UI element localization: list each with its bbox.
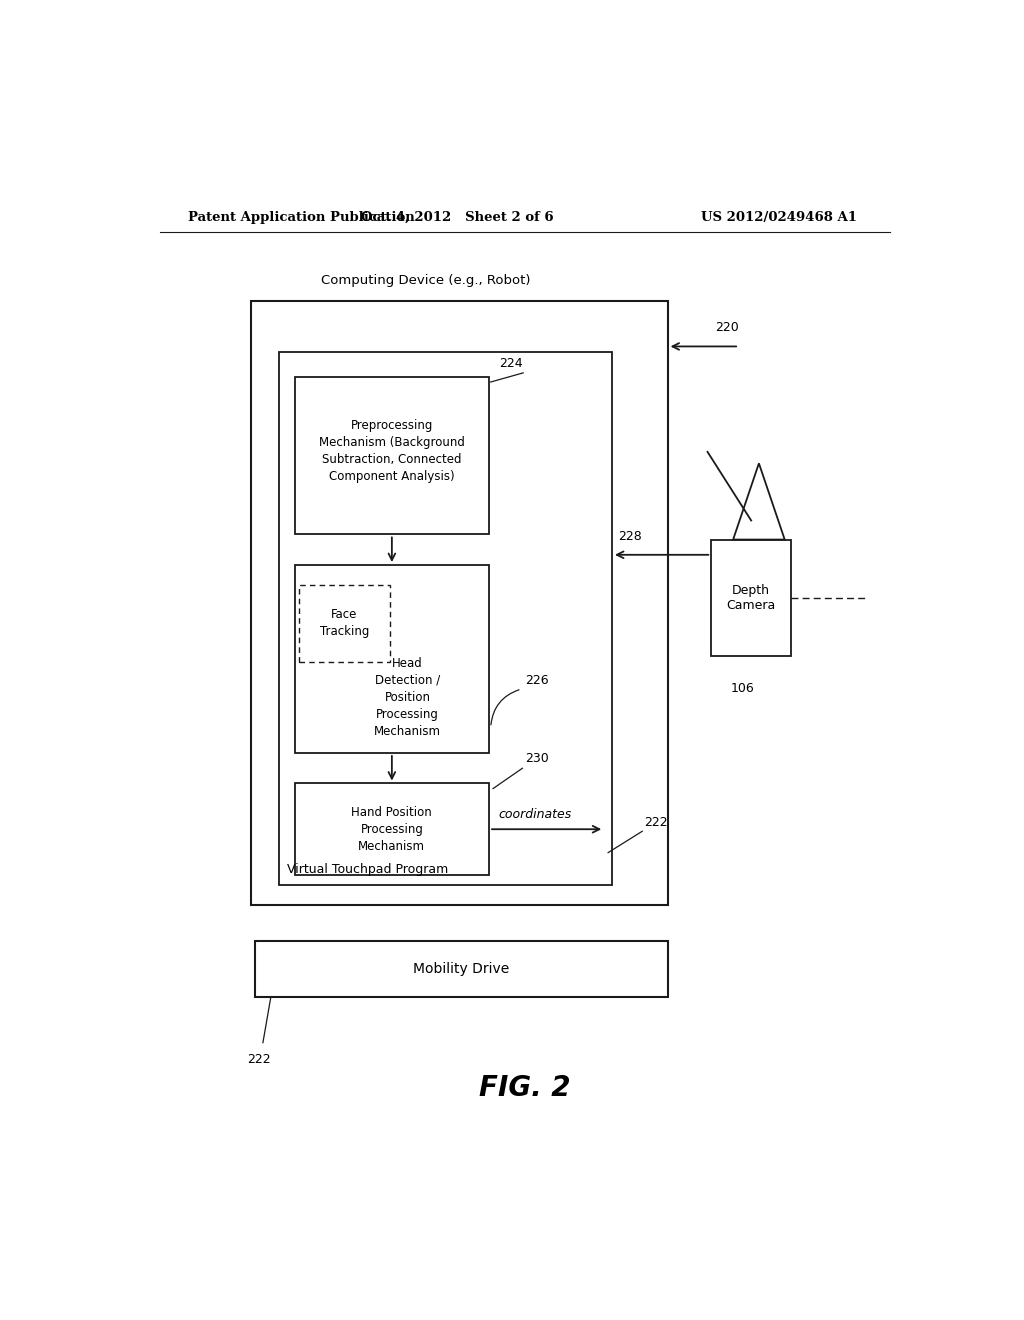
Text: 226: 226	[524, 675, 549, 686]
Text: Hand Position
Processing
Mechanism: Hand Position Processing Mechanism	[351, 805, 432, 853]
Bar	[279, 351, 612, 886]
Text: Face
Tracking: Face Tracking	[319, 609, 369, 639]
Bar	[255, 941, 668, 997]
Text: Preprocessing
Mechanism (Background
Subtraction, Connected
Component Analysis): Preprocessing Mechanism (Background Subt…	[318, 418, 465, 483]
Text: Patent Application Publication: Patent Application Publication	[187, 211, 415, 224]
Text: 222: 222	[247, 1053, 270, 1065]
Text: 224: 224	[500, 356, 523, 370]
Text: Mobility Drive: Mobility Drive	[414, 962, 509, 975]
Text: Computing Device (e.g., Robot): Computing Device (e.g., Robot)	[322, 275, 530, 288]
Text: coordinates: coordinates	[499, 808, 571, 821]
Bar	[295, 565, 489, 752]
Text: US 2012/0249468 A1: US 2012/0249468 A1	[700, 211, 857, 224]
Text: Oct. 4, 2012   Sheet 2 of 6: Oct. 4, 2012 Sheet 2 of 6	[361, 211, 554, 224]
Text: 220: 220	[715, 321, 739, 334]
Text: FIG. 2: FIG. 2	[479, 1074, 570, 1102]
Text: 222: 222	[644, 816, 668, 829]
Bar	[295, 784, 489, 875]
Text: 230: 230	[524, 752, 549, 766]
Bar	[251, 301, 668, 906]
Bar	[299, 585, 390, 661]
Text: 106: 106	[731, 682, 755, 694]
Text: Virtual Touchpad Program: Virtual Touchpad Program	[287, 863, 447, 876]
Text: Head
Detection /
Position
Processing
Mechanism: Head Detection / Position Processing Mec…	[374, 656, 441, 738]
Bar	[712, 540, 791, 656]
Bar	[295, 378, 489, 535]
Text: Depth
Camera: Depth Camera	[726, 583, 775, 612]
Text: 228: 228	[618, 529, 642, 543]
